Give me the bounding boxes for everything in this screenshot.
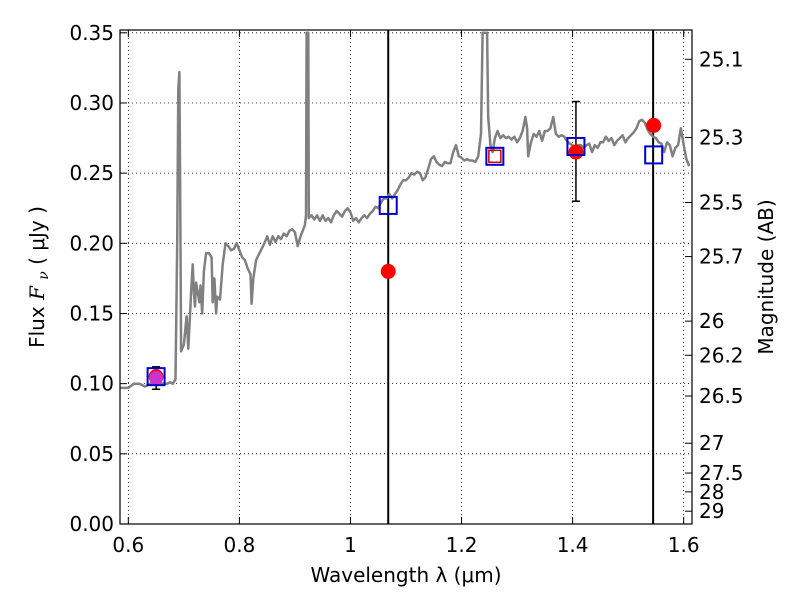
magnitude-tick-label: 27 — [699, 431, 724, 455]
magnitude-tick-label: 26.5 — [699, 384, 744, 408]
model-spectrum-line — [120, 31, 691, 390]
model-bandpass-square — [644, 145, 664, 165]
x-tick-label: 1 — [344, 533, 357, 557]
y-tick-label: 0.25 — [69, 161, 114, 185]
magnitude-tick-label: 26.2 — [699, 343, 744, 367]
magnitude-tick-label: 29 — [699, 499, 724, 523]
y-axis-label: Flux F ν ( μJy ) — [25, 206, 53, 348]
magnitude-tick-label: 25.1 — [699, 47, 744, 71]
axis-ticks: 0.6 0.8 1 1.2 1.4 1.6 0.00 0.05 0.10 0.15 0.20 0.25… — [69, 21, 743, 557]
observed-point — [568, 144, 584, 160]
model-spectrum — [120, 31, 691, 390]
y-tick-label: 0.10 — [69, 372, 114, 396]
y-axis-label-symbol: F — [25, 285, 49, 301]
x-tick-label: 1.4 — [557, 533, 589, 557]
y-tick-label: 0.20 — [69, 231, 114, 255]
x-axis-label: Wavelength λ (μm) — [310, 563, 501, 587]
y-axis-label-prefix: Flux — [25, 300, 49, 348]
y-tick-label: 0.05 — [69, 442, 114, 466]
plot-frame — [119, 29, 693, 525]
x-tick-label: 0.6 — [112, 533, 144, 557]
y-tick-label: 0.00 — [69, 512, 114, 536]
y-tick-label: 0.35 — [69, 21, 114, 45]
small-red-square — [488, 149, 502, 164]
observed-point — [646, 117, 662, 133]
y-axis-label-subscript: ν — [36, 271, 52, 280]
model-bandpass-square — [485, 146, 505, 166]
x-tick-label: 1.6 — [668, 533, 700, 557]
y-axis-label-units: ( μJy ) — [25, 206, 49, 265]
grid — [120, 30, 692, 524]
magnitude-tick-label: 25.5 — [699, 190, 744, 214]
magnitude-tick-label: 26 — [699, 309, 724, 333]
magnitude-axis-label: Magnitude (AB) — [754, 199, 778, 354]
model-bandpass-square — [378, 195, 398, 215]
magnitude-tick-label: 28 — [699, 480, 724, 504]
error-bars — [152, 100, 580, 391]
observed-point — [380, 263, 396, 279]
model-bandpass-square — [146, 367, 166, 387]
magnitude-tick-label: 25.7 — [699, 245, 744, 269]
x-tick-label: 0.8 — [223, 533, 255, 557]
markers — [146, 117, 664, 387]
vertical-lines — [387, 30, 655, 524]
magenta-point — [149, 371, 164, 386]
y-tick-label: 0.30 — [69, 91, 114, 115]
x-tick-label: 1.2 — [446, 533, 478, 557]
magnitude-tick-label: 25.3 — [699, 125, 744, 149]
magnitude-tick-label: 27.5 — [699, 461, 744, 485]
model-bandpass-square — [566, 136, 586, 156]
y-tick-label: 0.15 — [69, 301, 114, 325]
